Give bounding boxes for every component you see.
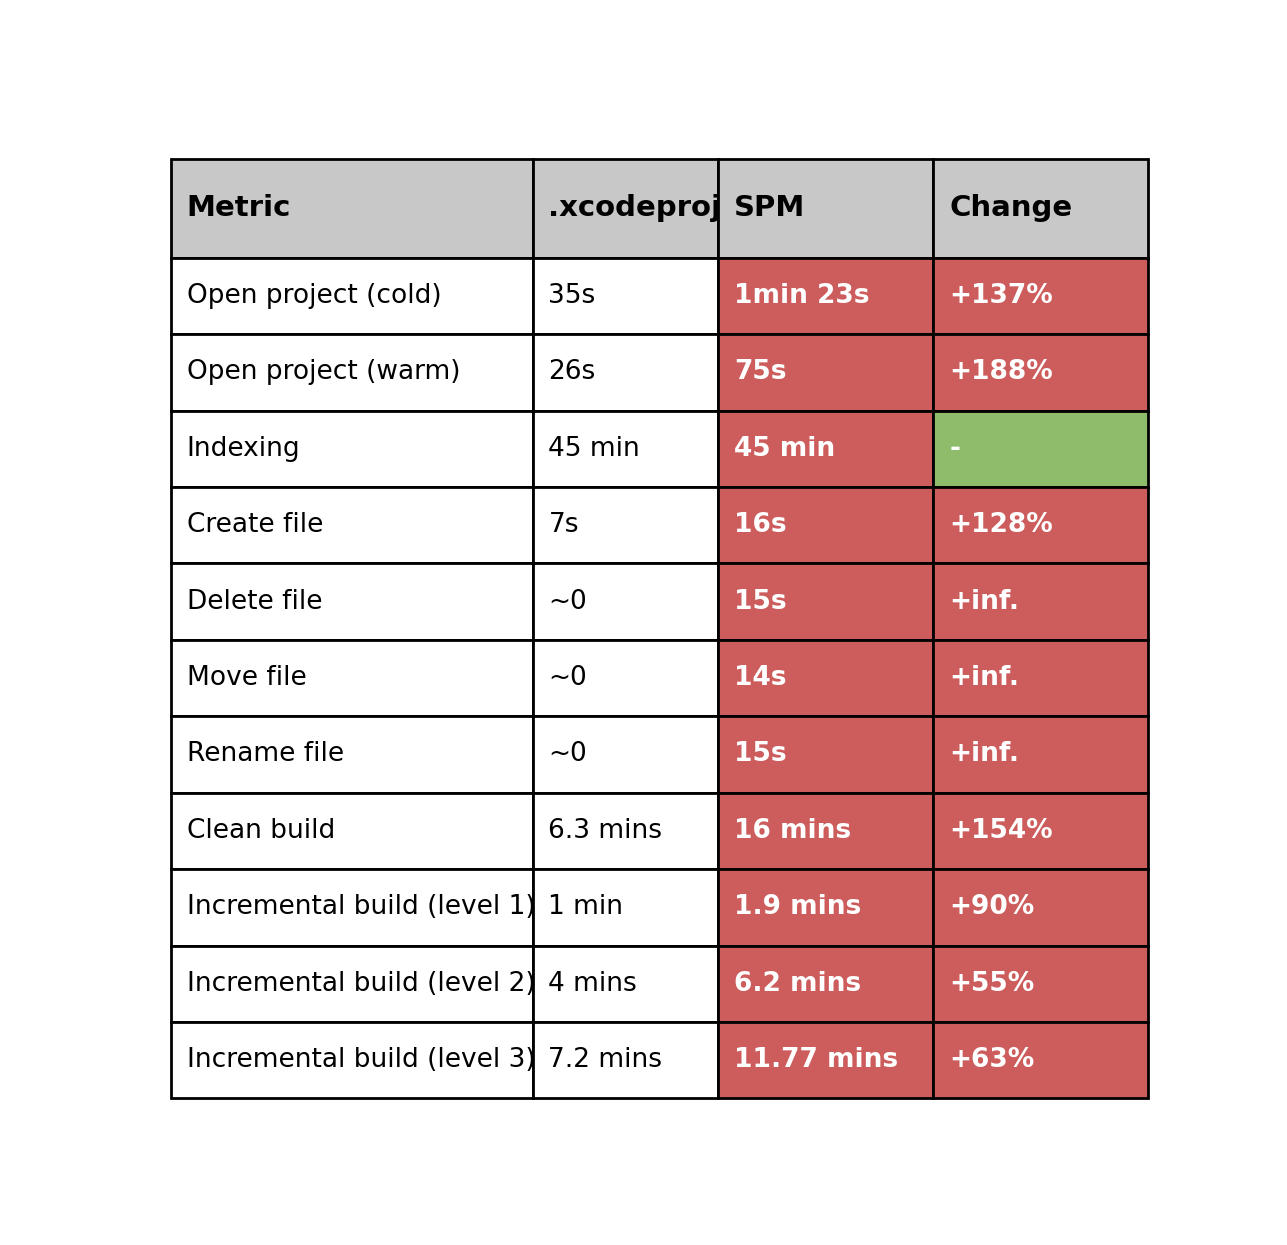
Bar xyxy=(933,1022,1148,1098)
Text: +63%: +63% xyxy=(950,1047,1035,1073)
Bar xyxy=(933,159,1148,258)
Bar xyxy=(933,716,1148,793)
Text: +90%: +90% xyxy=(950,894,1035,920)
Text: 7s: 7s xyxy=(548,512,579,538)
Bar xyxy=(533,716,718,793)
Text: 16s: 16s xyxy=(734,512,786,538)
Bar xyxy=(933,869,1148,946)
Text: Indexing: Indexing xyxy=(187,436,300,462)
Bar xyxy=(933,640,1148,716)
Bar xyxy=(171,159,533,258)
Bar xyxy=(533,793,718,869)
Bar xyxy=(718,334,933,411)
Text: Open project (warm): Open project (warm) xyxy=(187,360,461,385)
Bar xyxy=(533,640,718,716)
Text: +188%: +188% xyxy=(950,360,1053,385)
Text: 7.2 mins: 7.2 mins xyxy=(548,1047,663,1073)
Bar xyxy=(718,869,933,946)
Text: 75s: 75s xyxy=(734,360,786,385)
Text: +137%: +137% xyxy=(950,283,1053,309)
Bar xyxy=(933,946,1148,1022)
Bar xyxy=(533,258,718,334)
Text: 45 min: 45 min xyxy=(734,436,835,462)
Text: 16 mins: 16 mins xyxy=(734,818,851,844)
Text: -: - xyxy=(950,436,960,462)
Text: +128%: +128% xyxy=(950,512,1053,538)
Text: 45 min: 45 min xyxy=(548,436,640,462)
Text: Incremental build (level 1): Incremental build (level 1) xyxy=(187,894,535,920)
Text: Clean build: Clean build xyxy=(187,818,335,844)
Text: Metric: Metric xyxy=(187,194,291,223)
Text: 1 min: 1 min xyxy=(548,894,623,920)
Text: +55%: +55% xyxy=(950,971,1035,997)
Text: 11.77 mins: 11.77 mins xyxy=(734,1047,898,1073)
Bar xyxy=(933,564,1148,640)
Text: Open project (cold): Open project (cold) xyxy=(187,283,441,309)
Text: ~0: ~0 xyxy=(548,742,587,767)
Bar xyxy=(718,159,933,258)
Bar xyxy=(718,793,933,869)
Text: 15s: 15s xyxy=(734,589,786,615)
Bar xyxy=(933,793,1148,869)
Bar xyxy=(171,258,533,334)
Bar xyxy=(533,411,718,487)
Bar xyxy=(933,411,1148,487)
Bar xyxy=(171,640,533,716)
Bar xyxy=(533,869,718,946)
Bar xyxy=(533,334,718,411)
Text: 26s: 26s xyxy=(548,360,596,385)
Bar xyxy=(171,1022,533,1098)
Bar xyxy=(718,640,933,716)
Bar xyxy=(533,564,718,640)
Text: +inf.: +inf. xyxy=(950,589,1019,615)
Text: 14s: 14s xyxy=(734,665,786,691)
Text: 6.2 mins: 6.2 mins xyxy=(734,971,861,997)
Bar xyxy=(171,487,533,564)
Bar xyxy=(171,411,533,487)
Text: Incremental build (level 3): Incremental build (level 3) xyxy=(187,1047,535,1073)
Bar xyxy=(718,487,933,564)
Bar xyxy=(718,1022,933,1098)
Text: 1.9 mins: 1.9 mins xyxy=(734,894,861,920)
Bar xyxy=(933,334,1148,411)
Text: Create file: Create file xyxy=(187,512,323,538)
Text: .xcodeproj: .xcodeproj xyxy=(548,194,722,223)
Bar xyxy=(171,716,533,793)
Bar xyxy=(718,258,933,334)
Text: SPM: SPM xyxy=(734,194,806,223)
Text: +154%: +154% xyxy=(950,818,1053,844)
Text: 35s: 35s xyxy=(548,283,596,309)
Text: ~0: ~0 xyxy=(548,589,587,615)
Text: Incremental build (level 2): Incremental build (level 2) xyxy=(187,971,535,997)
Text: Rename file: Rename file xyxy=(187,742,344,767)
Bar xyxy=(533,487,718,564)
Text: +inf.: +inf. xyxy=(950,665,1019,691)
Text: +inf.: +inf. xyxy=(950,742,1019,767)
Text: ~0: ~0 xyxy=(548,665,587,691)
Bar xyxy=(718,946,933,1022)
Bar xyxy=(171,334,533,411)
Text: 15s: 15s xyxy=(734,742,786,767)
Bar xyxy=(171,946,533,1022)
Text: 4 mins: 4 mins xyxy=(548,971,637,997)
Text: 6.3 mins: 6.3 mins xyxy=(548,818,663,844)
Bar xyxy=(533,946,718,1022)
Text: Delete file: Delete file xyxy=(187,589,322,615)
Bar xyxy=(171,564,533,640)
Bar xyxy=(171,869,533,946)
Text: 1min 23s: 1min 23s xyxy=(734,283,870,309)
Bar xyxy=(933,258,1148,334)
Bar xyxy=(933,487,1148,564)
Bar xyxy=(171,793,533,869)
Bar xyxy=(533,1022,718,1098)
Bar xyxy=(718,411,933,487)
Text: Change: Change xyxy=(950,194,1072,223)
Bar xyxy=(718,716,933,793)
Text: Move file: Move file xyxy=(187,665,306,691)
Bar xyxy=(533,159,718,258)
Bar xyxy=(718,564,933,640)
